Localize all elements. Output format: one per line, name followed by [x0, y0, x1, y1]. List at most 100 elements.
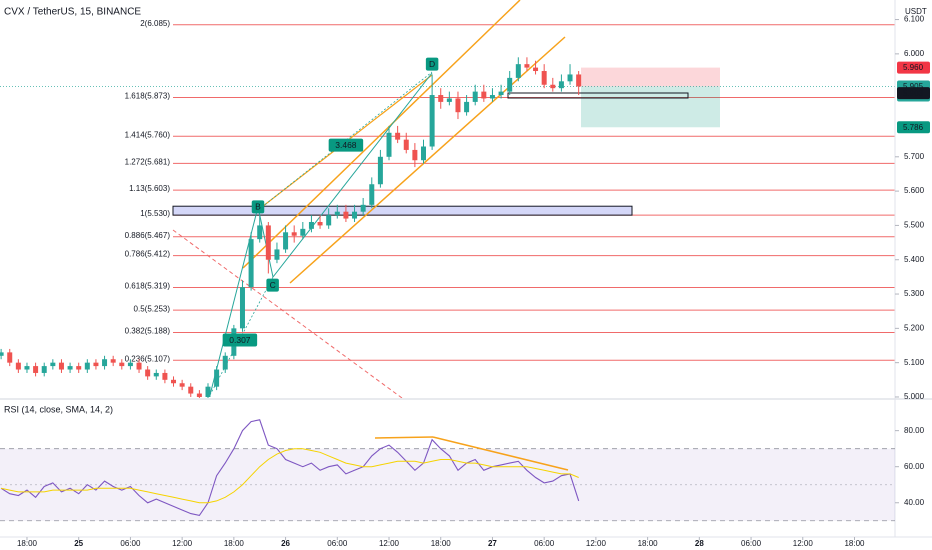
fib-label: 1(5.530) [140, 209, 170, 218]
price-label: 5.905 [903, 82, 924, 91]
candle-body [576, 74, 582, 87]
candle-body [58, 362, 64, 370]
fib-label: 0.382(5.188) [125, 327, 171, 336]
x-tick-label: 18:00 [431, 539, 452, 548]
candle-body [326, 215, 332, 226]
fib-label: 2(6.085) [140, 19, 170, 28]
candle-body [455, 98, 461, 113]
price-label: 5.786 [903, 123, 924, 132]
candle-body [196, 393, 202, 397]
candle-body [300, 228, 306, 236]
candle-body [41, 366, 47, 373]
drawn-rectangle [507, 92, 689, 99]
candle-body [377, 156, 383, 185]
pattern-label-box [251, 200, 265, 214]
candle-body [274, 249, 280, 260]
candle-body [360, 204, 366, 212]
pattern-label-box [425, 57, 439, 71]
candle-body [515, 64, 521, 78]
price-label: 5.903 [903, 89, 924, 98]
candle-body [222, 355, 228, 370]
candle-body [93, 362, 99, 367]
y-tick-label: 5.100 [904, 358, 925, 367]
candle-body [110, 359, 116, 363]
candle-body [171, 379, 177, 384]
fib-label: 0.786(5.412) [125, 250, 171, 259]
candle-body [395, 132, 401, 140]
candle-body [15, 362, 21, 370]
x-tick-label: 25 [74, 539, 83, 548]
x-tick-label: 12:00 [586, 539, 607, 548]
x-tick-label: 06:00 [120, 539, 141, 548]
pattern-label: D [429, 59, 435, 69]
dashed-trend-line [172, 229, 403, 398]
candle-body [420, 146, 426, 161]
candle-body [283, 232, 289, 250]
candle-body [33, 366, 39, 373]
price-label-box [897, 61, 930, 74]
candle-body [489, 95, 495, 99]
candle-body [308, 221, 314, 229]
x-tick-label: 06:00 [327, 539, 348, 548]
x-tick-label: 12:00 [172, 539, 193, 548]
y-tick-label: 80.00 [904, 426, 925, 435]
candle-body [188, 386, 194, 394]
pattern-label-box [222, 333, 258, 347]
price-label-box [897, 121, 930, 134]
candle-body [550, 84, 556, 89]
candle-body [76, 366, 82, 370]
fib-label: 0.5(5.253) [134, 304, 171, 313]
candle-body [84, 362, 90, 370]
candle-body [558, 81, 564, 89]
channel-line [242, 0, 521, 269]
pattern-label-box [328, 138, 364, 152]
axes: 6.100 6.000 5.700 5.600 5.500 5.400 5.300 5.200… [17, 15, 930, 548]
stop-zone [581, 67, 720, 87]
pattern-line [257, 206, 274, 278]
candle-body [464, 101, 470, 113]
y-tick-label: 5.000 [904, 392, 925, 401]
candle-body [403, 139, 409, 150]
candle-body [291, 232, 297, 236]
pattern-label-box [266, 278, 279, 292]
candle-body [7, 352, 13, 363]
x-tick-label: 18:00 [638, 539, 659, 548]
candle-body [214, 369, 220, 387]
candle-body [119, 362, 125, 367]
candle-body [481, 91, 487, 99]
candle-body [265, 225, 271, 260]
rsi-trend-line [432, 436, 569, 471]
y-tick-label: 5.600 [904, 186, 925, 195]
y-tick-label: 5.300 [904, 289, 925, 298]
rsi-trend-line [374, 436, 434, 439]
candle-body [162, 372, 168, 380]
candle-body [145, 369, 151, 377]
candle-body [507, 77, 513, 92]
candle-body [239, 287, 245, 329]
candle-body [102, 359, 108, 367]
candle-body [429, 95, 435, 147]
candle-body [412, 149, 418, 161]
x-tick-label: 18:00 [17, 539, 38, 548]
price-annotations: D 3.468 B C 0.307 [222, 57, 439, 347]
x-tick-label: 12:00 [379, 539, 400, 548]
rsi-line [0, 448, 579, 504]
candle-body [248, 239, 254, 288]
fib-label: 1.272(5.681) [125, 157, 171, 166]
x-tick-label: 27 [488, 539, 497, 548]
x-tick-label: 06:00 [534, 539, 555, 548]
axis-unit: USDT [905, 7, 927, 16]
candle-body [0, 352, 4, 356]
price-label: 5.960 [903, 63, 924, 72]
pattern-label: C [270, 280, 276, 290]
candle-body [153, 372, 159, 377]
candle-body [386, 132, 392, 157]
candle-body [446, 98, 452, 102]
y-tick-label: 60.00 [904, 462, 925, 471]
fib-label: 1.618(5.873) [125, 92, 171, 101]
pattern-label: 3.468 [335, 140, 357, 150]
candle-body [567, 74, 573, 82]
x-tick-label: 18:00 [224, 539, 245, 548]
